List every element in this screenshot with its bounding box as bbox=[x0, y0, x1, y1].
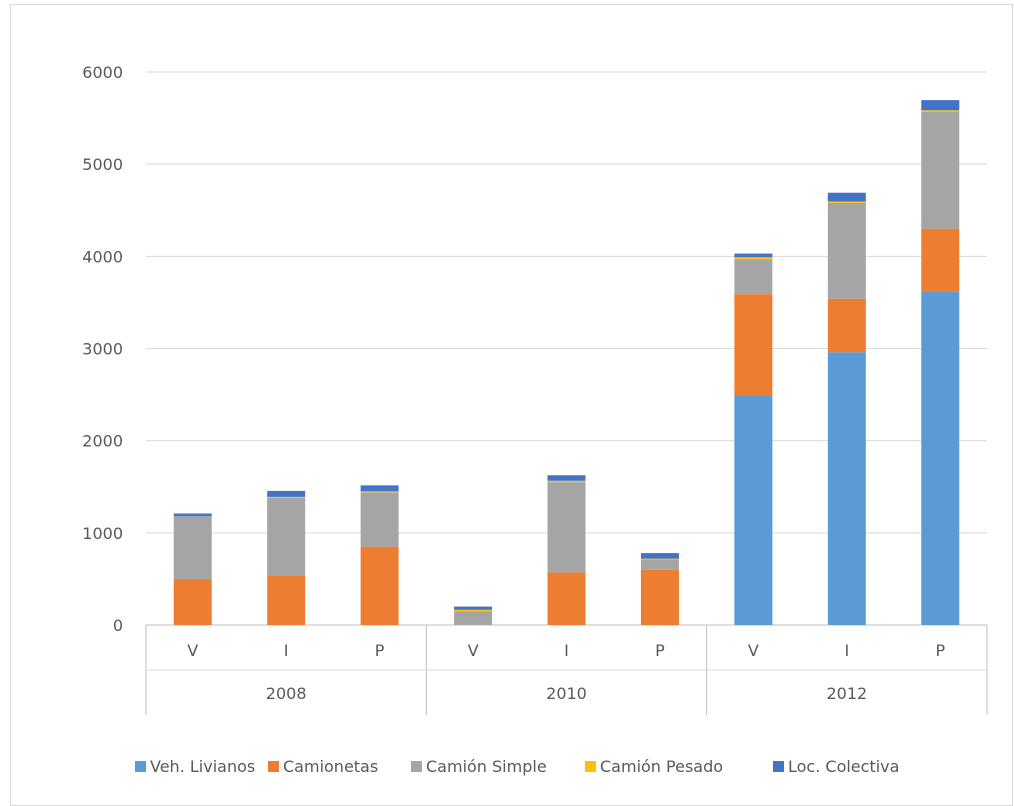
chart-area: 0 1000 2000 3000 4000 5000 6000 V I P V I P V I P 2008 20… bbox=[10, 4, 1013, 806]
bar-segment-3-2 bbox=[454, 611, 493, 625]
bar-segment-2-3 bbox=[360, 491, 399, 493]
bar-segment-4-4 bbox=[547, 475, 586, 481]
bar-segment-6-2 bbox=[734, 259, 773, 295]
legend-label: Camión Pesado bbox=[600, 757, 723, 776]
y-tick-label: 0 bbox=[113, 616, 123, 635]
bar-segment-2-2 bbox=[360, 492, 399, 547]
bar-segment-1-4 bbox=[267, 490, 306, 497]
x-group-label: 2012 bbox=[826, 684, 867, 703]
bar-segment-1-3 bbox=[267, 496, 306, 498]
bar-segment-3-3 bbox=[454, 609, 493, 612]
legend-label: Veh. Livianos bbox=[150, 757, 255, 776]
bar-segment-7-0 bbox=[827, 352, 866, 625]
legend-swatch-1 bbox=[268, 761, 279, 772]
bar-segment-6-4 bbox=[734, 253, 773, 258]
bar-segment-7-3 bbox=[827, 201, 866, 203]
x-category-label: V bbox=[748, 641, 759, 660]
legend-swatch-0 bbox=[135, 761, 146, 772]
bar-segment-7-4 bbox=[827, 192, 866, 202]
y-tick-label: 4000 bbox=[82, 247, 123, 266]
bar-segment-4-2 bbox=[547, 482, 586, 573]
bar-segment-5-1 bbox=[640, 569, 679, 625]
y-tick-label: 5000 bbox=[82, 155, 123, 174]
legend-label: Camión Simple bbox=[426, 757, 547, 776]
y-tick-label: 3000 bbox=[82, 340, 123, 359]
bar-segment-6-3 bbox=[734, 257, 773, 260]
x-category-label: I bbox=[284, 641, 289, 660]
x-category-label: P bbox=[375, 641, 385, 660]
legend-label: Loc. Colectiva bbox=[788, 757, 899, 776]
bar-segment-8-3 bbox=[921, 110, 960, 112]
bar-segment-1-2 bbox=[267, 497, 306, 576]
bar-segment-2-1 bbox=[360, 546, 399, 625]
bar-segment-8-1 bbox=[921, 228, 960, 292]
bar-segment-5-4 bbox=[640, 553, 679, 559]
x-category-label: P bbox=[935, 641, 945, 660]
x-category-label: P bbox=[655, 641, 665, 660]
legend-swatch-4 bbox=[773, 761, 784, 772]
y-tick-label: 6000 bbox=[82, 63, 123, 82]
y-tick-label: 1000 bbox=[82, 524, 123, 543]
bar-segment-0-1 bbox=[173, 578, 212, 625]
bar-segment-6-1 bbox=[734, 294, 773, 396]
legend-swatch-3 bbox=[585, 761, 596, 772]
x-category-label: I bbox=[844, 641, 849, 660]
bar-segment-4-1 bbox=[547, 572, 586, 625]
y-tick-label: 2000 bbox=[82, 432, 123, 451]
x-category-label: I bbox=[564, 641, 569, 660]
bar-segment-8-2 bbox=[921, 111, 960, 229]
bar-segment-7-1 bbox=[827, 298, 866, 353]
bar-segment-5-3 bbox=[640, 558, 679, 560]
bar-segment-0-2 bbox=[173, 516, 212, 579]
bar-segment-4-3 bbox=[547, 480, 586, 483]
bar-segment-5-2 bbox=[640, 559, 679, 570]
legend-label: Camionetas bbox=[283, 757, 378, 776]
bar-segment-3-4 bbox=[454, 606, 493, 610]
bar-segment-6-0 bbox=[734, 395, 773, 625]
x-group-label: 2008 bbox=[266, 684, 307, 703]
bar-segment-8-0 bbox=[921, 291, 960, 625]
x-category-label: V bbox=[468, 641, 479, 660]
x-group-label: 2010 bbox=[546, 684, 587, 703]
x-category-label: V bbox=[187, 641, 198, 660]
bar-segment-2-4 bbox=[360, 485, 399, 492]
legend-swatch-2 bbox=[411, 761, 422, 772]
bar-segment-7-2 bbox=[827, 202, 866, 299]
bar-segment-8-4 bbox=[921, 100, 960, 111]
bar-segment-1-1 bbox=[267, 575, 306, 625]
stacked-bar-chart: 0 1000 2000 3000 4000 5000 6000 V I P V I P V I P 2008 20… bbox=[82, 63, 988, 776]
bar-segment-0-4 bbox=[173, 513, 212, 517]
